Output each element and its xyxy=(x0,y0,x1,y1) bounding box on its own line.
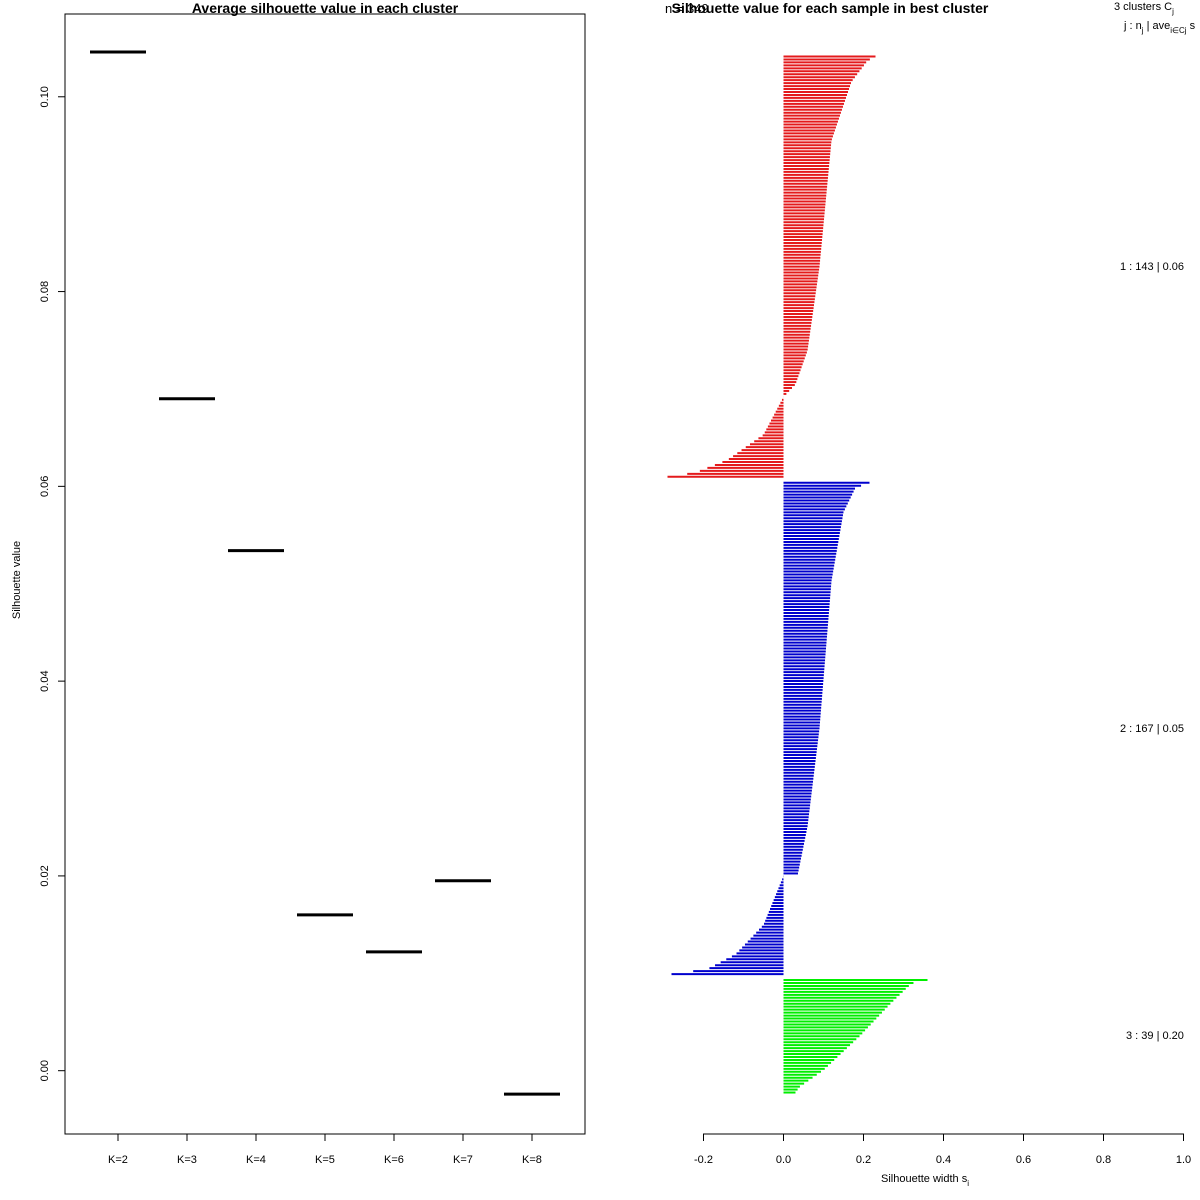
stats-header: j : nj | avei∈Cj s xyxy=(1123,20,1196,35)
right-x-tick-label: 1.0 xyxy=(1176,1154,1191,1166)
right-x-axis: -0.2 0.0 0.2 0.4 0.6 0.8 1.0 xyxy=(694,1134,1191,1166)
left-y-tick-label: 0.10 xyxy=(39,86,51,107)
right-x-tick-label: 0.8 xyxy=(1096,1154,1111,1166)
right-chart-title: Silhouette value for each sample in best… xyxy=(672,0,989,16)
right-x-tick-label: 0.4 xyxy=(936,1154,951,1166)
left-y-axis-label: Silhouette value xyxy=(11,541,23,619)
left-y-tick-label: 0.02 xyxy=(39,865,51,886)
right-overlap-text: n = 349 xyxy=(665,1,709,16)
cluster-labels: 1 : 143 | 0.06 2 : 167 | 0.05 3 : 39 | 0… xyxy=(1120,261,1184,1042)
left-x-tick-label: K=8 xyxy=(522,1154,542,1166)
right-x-tick-label: -0.2 xyxy=(694,1154,713,1166)
cluster-3-label: 3 : 39 | 0.20 xyxy=(1126,1030,1184,1042)
right-x-tick-label: 0.2 xyxy=(856,1154,871,1166)
cluster-2-label: 2 : 167 | 0.05 xyxy=(1120,723,1184,735)
left-plot-frame xyxy=(64,13,586,1135)
left-x-axis: K=2 K=3 K=4 K=5 K=6 K=7 K=8 xyxy=(108,1134,542,1166)
left-y-tick-label: 0.08 xyxy=(39,281,51,302)
cluster-2-bars xyxy=(671,481,870,976)
left-series-marks xyxy=(90,50,560,1096)
left-x-tick-label: K=4 xyxy=(246,1154,266,1166)
left-x-tick-label: K=6 xyxy=(384,1154,404,1166)
silhouette-bars xyxy=(667,55,928,1094)
left-panel: Average silhouette value in each cluster… xyxy=(11,0,586,1166)
left-x-tick-label: K=2 xyxy=(108,1154,128,1166)
left-y-tick-label: 0.06 xyxy=(39,476,51,497)
left-y-tick-label: 0.04 xyxy=(39,670,51,691)
right-x-axis-label: Silhouette width si xyxy=(881,1173,969,1188)
left-x-tick-label: K=5 xyxy=(315,1154,335,1166)
left-y-tick-label: 0.00 xyxy=(39,1060,51,1081)
left-x-tick-label: K=3 xyxy=(177,1154,197,1166)
clusters-header: 3 clusters Cj xyxy=(1114,1,1174,16)
cluster-1-label: 1 : 143 | 0.06 xyxy=(1120,261,1184,273)
cluster-1-bars xyxy=(667,55,876,478)
right-x-tick-label: 0.6 xyxy=(1016,1154,1031,1166)
cluster-3-bars xyxy=(783,979,928,1094)
right-x-tick-label: 0.0 xyxy=(776,1154,791,1166)
right-panel: n = 349 Silhouette value for each sample… xyxy=(665,0,1196,1188)
left-x-tick-label: K=7 xyxy=(453,1154,473,1166)
left-chart-title: Average silhouette value in each cluster xyxy=(192,0,459,16)
left-y-axis: 0.00 0.02 0.04 0.06 0.08 0.10 xyxy=(39,86,65,1081)
